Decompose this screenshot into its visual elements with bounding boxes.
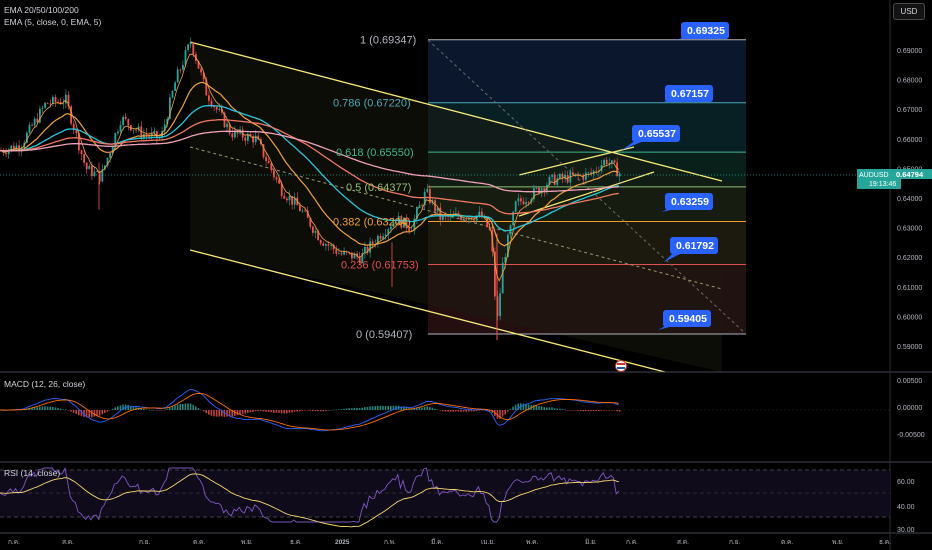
price-tick: 0.66000 bbox=[897, 137, 922, 144]
price-tick: 0.68000 bbox=[897, 78, 922, 85]
rsi-tick: 30.00 bbox=[897, 527, 915, 534]
svg-text:0.65537: 0.65537 bbox=[638, 128, 676, 140]
time-tick: พ.ย. bbox=[832, 539, 844, 546]
fib-label-1: 1 (0.69347) bbox=[360, 35, 416, 47]
fib-label-0: 0 (0.59407) bbox=[356, 329, 412, 341]
ema5-indicator-label[interactable]: EMA (5, close, 0, EMA, 5) bbox=[4, 17, 102, 27]
macd-tick: -0.00500 bbox=[897, 432, 925, 439]
time-tick: มี.ค. bbox=[431, 538, 443, 546]
time-tick: ธ.ค. bbox=[290, 539, 302, 546]
time-tick: ก.ค. bbox=[8, 539, 20, 546]
macd-pane[interactable] bbox=[0, 389, 890, 432]
event-flag-icon[interactable] bbox=[615, 360, 627, 372]
price-callout[interactable]: 0.65537 bbox=[622, 125, 680, 150]
symbol-price-tag: AUDUSD 19:13:46 0.64794 bbox=[857, 169, 932, 189]
diagonal-projection[interactable] bbox=[427, 39, 747, 335]
time-tick: ก.ค. bbox=[626, 539, 638, 546]
channel-fill bbox=[190, 42, 722, 372]
time-tick: พ.ย. bbox=[241, 539, 253, 546]
rsi-tick: 40.00 bbox=[897, 504, 915, 511]
svg-text:0.63259: 0.63259 bbox=[671, 196, 709, 208]
time-tick: มิ.ย. bbox=[585, 538, 597, 546]
macd-axis: 0.00500 0.00000 -0.00500 bbox=[897, 378, 925, 439]
rsi-pane[interactable] bbox=[0, 466, 620, 528]
fib-label-0.786: 0.786 (0.67220) bbox=[333, 98, 411, 110]
time-tick: เม.ย. bbox=[481, 539, 495, 546]
price-callouts[interactable]: 0.69325 0.67157 0.65537 0.63259 0.61792 0.594… bbox=[622, 22, 729, 330]
currency-button[interactable]: USD bbox=[893, 3, 925, 20]
fib-label-0.382: 0.382 (0.63204) bbox=[333, 217, 411, 229]
price-tick: 0.62000 bbox=[897, 255, 922, 262]
rsi-axis: 60.00 40.00 30.00 bbox=[897, 479, 915, 534]
rsi-label[interactable]: RSI (14, close) bbox=[4, 468, 61, 478]
price-callout[interactable]: 0.59405 bbox=[658, 310, 711, 330]
fib-label-0.236: 0.236 (0.61753) bbox=[341, 260, 419, 272]
time-tick: ก.ย. bbox=[139, 539, 151, 546]
time-tick: ต.ค. bbox=[193, 539, 205, 546]
price-callout[interactable]: 0.67157 bbox=[661, 85, 713, 103]
descending-channel[interactable] bbox=[189, 41, 723, 373]
price-tick: 0.64000 bbox=[897, 196, 922, 203]
price-tick: 0.69000 bbox=[897, 48, 922, 55]
time-tick: ต.ค. bbox=[781, 539, 793, 546]
rsi-tick: 60.00 bbox=[897, 479, 915, 486]
ema-indicator-label[interactable]: EMA 20/50/100/200 bbox=[4, 5, 79, 15]
svg-text:AUDUSD: AUDUSD bbox=[859, 172, 889, 179]
time-axis[interactable]: ก.ค. ส.ค. ก.ย. ต.ค. พ.ย. ธ.ค. 2025 ก.พ. มี.ค. เม.… bbox=[8, 538, 891, 546]
time-tick: ก.ย. bbox=[729, 539, 741, 546]
moving-averages bbox=[0, 53, 620, 282]
svg-text:0.61792: 0.61792 bbox=[676, 240, 714, 252]
fib-label-0.5: 0.5 (0.64377) bbox=[346, 182, 411, 194]
svg-text:0.59405: 0.59405 bbox=[669, 313, 707, 325]
fib-label-0.618: 0.618 (0.65550) bbox=[336, 147, 414, 159]
time-tick: ส.ค. bbox=[677, 539, 689, 546]
svg-text:19:13:46: 19:13:46 bbox=[869, 181, 896, 188]
time-tick: 2025 bbox=[335, 539, 350, 546]
time-tick: พ.ค. bbox=[526, 539, 538, 546]
svg-text:0.67157: 0.67157 bbox=[671, 88, 709, 100]
macd-tick: 0.00500 bbox=[897, 378, 922, 385]
macd-tick: 0.00000 bbox=[897, 405, 922, 412]
price-callout[interactable]: 0.69325 bbox=[676, 22, 729, 40]
time-tick: ก.พ. bbox=[384, 539, 396, 546]
macd-label[interactable]: MACD (12, 26, close) bbox=[4, 379, 86, 389]
fib-lines[interactable] bbox=[428, 39, 746, 335]
rising-wedge[interactable] bbox=[518, 146, 655, 217]
fib-labels: 1 (0.69347) 0.786 (0.67220) 0.618 (0.65550… bbox=[333, 35, 419, 341]
price-tick: 0.67000 bbox=[897, 107, 922, 114]
price-callout[interactable]: 0.61792 bbox=[664, 237, 718, 262]
price-tick: 0.59000 bbox=[897, 344, 922, 351]
price-callout[interactable]: 0.63259 bbox=[662, 193, 713, 212]
svg-text:0.64794: 0.64794 bbox=[896, 170, 924, 179]
svg-text:0.69325: 0.69325 bbox=[687, 25, 725, 37]
time-tick: ส.ค. bbox=[62, 539, 74, 546]
price-tick: 0.61000 bbox=[897, 285, 922, 292]
price-axis[interactable]: 0.690000.680000.670000.660000.650000.640… bbox=[897, 48, 922, 351]
price-tick: 0.60000 bbox=[897, 314, 922, 321]
time-tick: ธ.ค. bbox=[879, 539, 891, 546]
price-tick: 0.63000 bbox=[897, 226, 922, 233]
